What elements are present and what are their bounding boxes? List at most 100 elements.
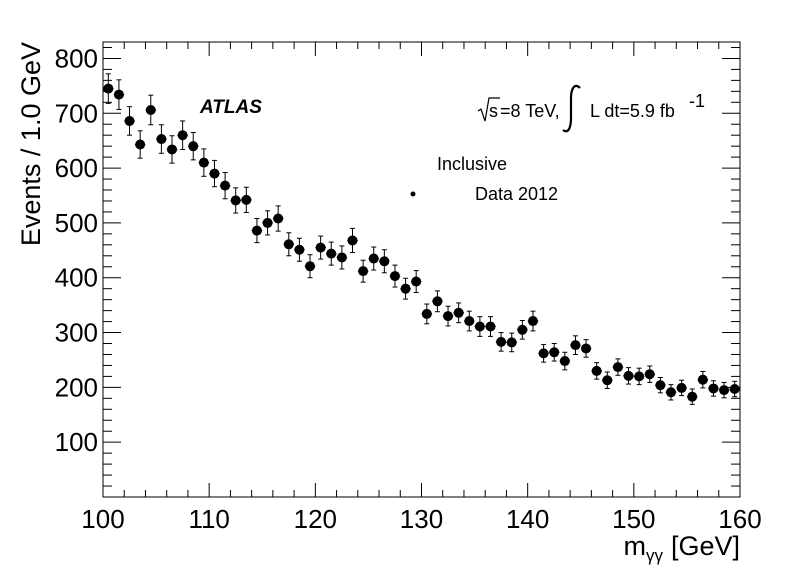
data-marker [156, 134, 167, 145]
data-marker [188, 141, 199, 152]
data-point [506, 332, 518, 353]
data-point [156, 124, 167, 154]
data-marker [602, 375, 613, 386]
data-marker [145, 104, 156, 115]
data-point [718, 381, 730, 399]
data-marker [230, 195, 241, 206]
data-point [145, 94, 157, 126]
data-marker [273, 213, 284, 224]
data-point [601, 371, 613, 389]
data-marker [485, 321, 496, 332]
data-point [368, 246, 380, 271]
data-marker [527, 316, 538, 327]
data-marker [676, 382, 687, 393]
integral-symbol [562, 84, 581, 133]
data-point [612, 358, 624, 376]
data-point [686, 388, 698, 405]
data-marker [591, 365, 602, 376]
y-tick-label: 600 [55, 153, 98, 183]
data-marker [198, 157, 209, 168]
data-point [336, 245, 348, 270]
data-marker [326, 248, 337, 259]
data-point [134, 130, 146, 159]
data-point [283, 232, 295, 257]
data-marker [687, 391, 698, 402]
data-point [485, 316, 496, 337]
data-marker [421, 308, 432, 319]
data-point [304, 254, 316, 279]
data-marker [283, 239, 294, 250]
data-marker [496, 336, 507, 347]
data-point [103, 73, 114, 104]
data-marker [389, 271, 400, 282]
data-marker [347, 235, 358, 246]
data-point [495, 332, 507, 352]
data-marker [209, 168, 220, 179]
data-point [209, 159, 220, 188]
data-point [325, 241, 337, 266]
data-marker [517, 324, 528, 335]
data-marker [113, 89, 124, 100]
data-point [708, 380, 719, 397]
data-point [453, 302, 464, 324]
data-marker [379, 256, 390, 267]
data-point [729, 380, 740, 398]
data-marker [549, 347, 560, 358]
data-marker [464, 316, 475, 327]
data-marker [665, 387, 676, 398]
energy-lumi-annotation: s =8 TeV, L dt=5.9 fb -1 [477, 84, 705, 133]
y-tick-label: 300 [55, 318, 98, 348]
data-point [177, 120, 188, 150]
data-marker [220, 180, 231, 191]
x-axis-title-unit: [GeV] [671, 531, 740, 561]
x-axis-title: mγγ [GeV] [623, 531, 740, 565]
data-point [379, 249, 390, 274]
data-point [347, 227, 358, 254]
y-tick-label: 800 [55, 43, 98, 73]
x-tick-label: 150 [612, 504, 655, 534]
data-marker [336, 252, 347, 263]
data-point [357, 259, 369, 283]
data-point [124, 106, 135, 136]
data-marker [358, 266, 369, 277]
data-point [262, 210, 273, 236]
data-point [591, 362, 602, 380]
data-point [400, 277, 411, 300]
data-marker [655, 380, 666, 391]
data-marker [315, 242, 326, 253]
y-tick-label: 500 [55, 208, 98, 238]
y-tick-label: 400 [55, 263, 98, 293]
x-tick-label: 160 [718, 504, 761, 534]
data-point [219, 171, 231, 200]
data-marker [251, 225, 262, 236]
data-point [442, 305, 454, 327]
data-point [633, 367, 645, 386]
data-marker [719, 385, 730, 396]
data-points [103, 73, 740, 405]
data-point [294, 237, 305, 262]
data-point [187, 131, 199, 161]
data-point [421, 303, 433, 325]
data-marker [124, 115, 135, 126]
sqrt-symbol [477, 97, 500, 122]
x-axis-title-sub: γγ [646, 546, 664, 565]
data-point [113, 79, 125, 110]
x-tick-label: 100 [81, 504, 124, 534]
data-marker [634, 371, 645, 382]
data-point [570, 335, 581, 355]
data-marker [400, 283, 411, 294]
data-point [410, 270, 422, 294]
data-point [580, 339, 592, 358]
data-point [315, 235, 326, 260]
data-marker [262, 217, 273, 228]
data-point [644, 365, 656, 383]
data-marker [581, 343, 592, 354]
data-point [474, 316, 486, 337]
data-marker [612, 362, 623, 373]
data-marker [559, 356, 570, 367]
data-marker [644, 369, 655, 380]
y-axis-title: Events / 1.0 GeV [16, 42, 46, 246]
data-marker [135, 139, 146, 150]
data-point [655, 376, 666, 394]
lumi-exponent: -1 [689, 91, 705, 111]
